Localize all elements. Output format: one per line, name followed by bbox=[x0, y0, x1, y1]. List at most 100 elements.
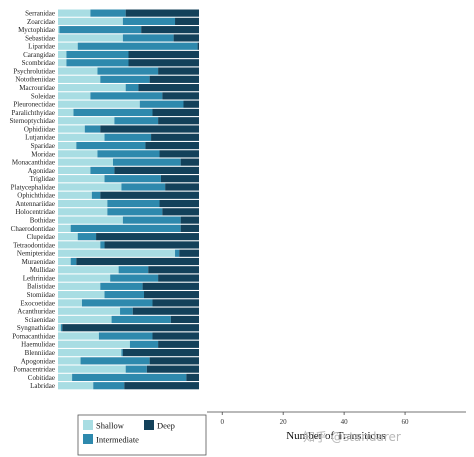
category-label-exocoetidae: Exocoetidae bbox=[20, 299, 55, 307]
bar-lutjanidae-intermediate bbox=[104, 133, 152, 141]
bar-sternoptychidae-shallow bbox=[58, 117, 115, 125]
bar-sebastidae-intermediate bbox=[122, 34, 174, 42]
bar-nototheniidae-deep bbox=[149, 75, 199, 83]
bar-sparidae-intermediate bbox=[76, 141, 146, 150]
category-label-nototheniidae: Nototheniidae bbox=[15, 76, 55, 84]
bar-carangidae-deep bbox=[128, 50, 199, 59]
bar-syngnathidae-intermediate bbox=[60, 324, 63, 332]
category-label-liparidae: Liparidae bbox=[28, 43, 55, 51]
bar-stomiidae-intermediate bbox=[104, 291, 145, 299]
bar-nemipteridae-intermediate bbox=[175, 249, 180, 257]
bar-paralichthyidae-shallow bbox=[58, 108, 74, 117]
category-label-platycephalidae: Platycephalidae bbox=[11, 183, 55, 191]
legend-label-deep: Deep bbox=[157, 421, 175, 431]
legend: Shallow Deep Intermediate bbox=[77, 414, 207, 456]
bar-ophidiidae-deep bbox=[100, 125, 199, 133]
bar-acanthuridae-intermediate bbox=[120, 307, 133, 315]
bar-paralichthyidae-intermediate bbox=[73, 108, 153, 117]
bar-triglidae-intermediate bbox=[104, 175, 161, 183]
bar-sparidae-shallow bbox=[58, 141, 77, 150]
bar-acanthuridae-shallow bbox=[58, 307, 121, 315]
bar-scombridae-deep bbox=[128, 59, 199, 67]
legend-swatch-shallow bbox=[83, 420, 93, 430]
bar-platycephalidae-intermediate bbox=[121, 183, 166, 191]
bar-zoarcidae-shallow bbox=[58, 17, 123, 25]
bar-labridae-intermediate bbox=[93, 382, 125, 390]
bar-bothidae-deep bbox=[180, 216, 199, 224]
category-label-carangidae: Carangidae bbox=[23, 51, 55, 59]
bar-pomacanthidae-intermediate bbox=[98, 332, 153, 340]
x-tick-label-20: 20 bbox=[280, 418, 288, 426]
bar-sparidae-deep bbox=[145, 141, 199, 150]
category-label-cobitidae: Cobitidae bbox=[28, 374, 55, 382]
x-tick-label-60: 60 bbox=[402, 418, 410, 426]
bar-blenniidae-shallow bbox=[58, 348, 122, 357]
bar-bothidae-intermediate bbox=[122, 216, 181, 224]
category-label-ophidiidae: Ophidiidae bbox=[24, 125, 55, 133]
bar-holocentridae-shallow bbox=[58, 208, 108, 216]
bar-pomacentridae-shallow bbox=[58, 365, 126, 373]
bar-exocoetidae-intermediate bbox=[81, 299, 153, 307]
bar-antennariidae-shallow bbox=[58, 199, 108, 208]
bar-paralichthyidae-deep bbox=[152, 108, 199, 117]
category-label-blenniidae: Blenniidae bbox=[25, 349, 55, 357]
bar-labridae-shallow bbox=[58, 382, 94, 390]
bar-triglidae-shallow bbox=[58, 175, 105, 183]
category-label-paralichthyidae: Paralichthyidae bbox=[11, 109, 55, 117]
category-label-myctophidae: Myctophidae bbox=[18, 26, 55, 34]
bar-moridae-shallow bbox=[58, 150, 98, 158]
bar-nototheniidae-shallow bbox=[58, 75, 101, 83]
transitions-axis: 0 20 40 60 Number of Transitions bbox=[207, 411, 466, 442]
stacked-bars bbox=[58, 9, 200, 390]
bar-apogonidae-intermediate bbox=[80, 357, 150, 365]
category-label-pleuronectidae: Pleuronectidae bbox=[13, 101, 55, 109]
watermark: 知乎 @standarer bbox=[303, 430, 401, 444]
legend-label-shallow: Shallow bbox=[96, 421, 125, 431]
bar-ophichthidae-shallow bbox=[58, 191, 92, 199]
category-label-labridae: Labridae bbox=[30, 382, 55, 390]
category-label-mullidae: Mullidae bbox=[30, 266, 55, 274]
bar-serranidae-intermediate bbox=[90, 9, 126, 17]
x-axis-ticks: 0 20 40 60 bbox=[220, 412, 409, 426]
category-label-muraenidae: Muraenidae bbox=[22, 258, 55, 266]
bar-ophidiidae-intermediate bbox=[84, 125, 101, 133]
bar-serranidae-deep bbox=[125, 9, 199, 17]
bar-nototheniidae-intermediate bbox=[100, 75, 150, 83]
bar-blenniidae-intermediate bbox=[121, 348, 123, 357]
bar-apogonidae-deep bbox=[149, 357, 199, 365]
category-label-stomiidae: Stomiidae bbox=[27, 291, 55, 299]
category-label-chaerodontidae: Chaerodontidae bbox=[11, 225, 55, 233]
bar-holocentridae-intermediate bbox=[107, 208, 163, 216]
bar-myctophidae-deep bbox=[141, 26, 199, 34]
bar-agonidae-deep bbox=[114, 166, 199, 175]
bar-haemulidae-intermediate bbox=[129, 340, 159, 348]
bar-soleidae-shallow bbox=[58, 92, 91, 100]
category-label-monacanthidae: Monacanthidae bbox=[12, 159, 55, 167]
category-label-apogonidae: Apogonidae bbox=[21, 357, 55, 365]
category-label-antennariidae: Antennariidae bbox=[15, 200, 55, 208]
legend-swatch-intermediate bbox=[83, 434, 93, 444]
bar-lethrinidae-shallow bbox=[58, 274, 111, 282]
category-label-moridae: Moridae bbox=[31, 150, 55, 158]
bar-moridae-deep bbox=[159, 150, 199, 158]
bar-pleuronectidae-deep bbox=[183, 100, 199, 108]
bar-ophidiidae-shallow bbox=[58, 125, 85, 133]
x-tick-label-0: 0 bbox=[220, 418, 224, 426]
category-label-sebastidae: Sebastidae bbox=[25, 34, 55, 42]
legend-swatch-deep bbox=[144, 420, 154, 430]
bar-lethrinidae-intermediate bbox=[110, 274, 159, 282]
bar-sciaenidae-intermediate bbox=[111, 315, 171, 324]
bar-exocoetidae-deep bbox=[152, 299, 199, 307]
category-label-psychrolutidae: Psychrolutidae bbox=[13, 67, 55, 75]
bar-balistidae-deep bbox=[142, 282, 199, 290]
x-tick-label-40: 40 bbox=[341, 418, 349, 426]
bar-pleuronectidae-shallow bbox=[58, 100, 140, 108]
bar-apogonidae-shallow bbox=[58, 357, 81, 365]
bar-cobitidae-intermediate bbox=[72, 373, 187, 382]
bar-sebastidae-deep bbox=[173, 34, 199, 42]
bar-muraenidae-intermediate bbox=[70, 257, 77, 266]
category-label-syngnathidae: Syngnathidae bbox=[17, 324, 55, 332]
bar-macrouridae-shallow bbox=[58, 84, 126, 92]
category-label-macrouridae: Macrouridae bbox=[19, 84, 55, 92]
bar-ophichthidae-intermediate bbox=[91, 191, 101, 199]
